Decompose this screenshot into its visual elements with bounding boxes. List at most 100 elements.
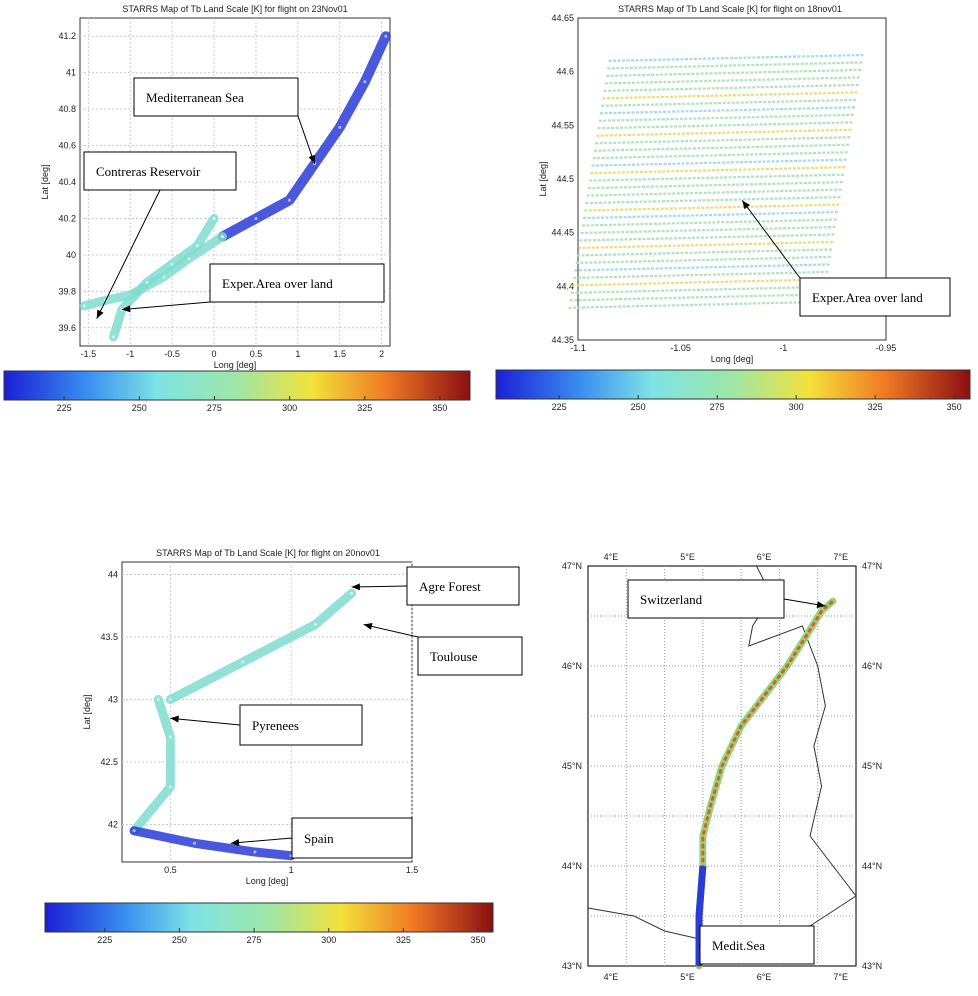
chart-title: STARRS Map of Tb Land Scale [K] for flig…: [618, 4, 842, 14]
x-axis-label: Long [deg]: [246, 876, 289, 886]
track-point: [112, 335, 116, 339]
annotation-label: Toulouse: [430, 649, 478, 664]
map-lat-label-right: 47°N: [862, 561, 882, 571]
y-tick-label: 39.8: [58, 286, 76, 296]
track-point: [363, 80, 367, 84]
y-axis-label: Lat [deg]: [82, 694, 92, 729]
annotation-arrow: [121, 301, 211, 311]
colorbar-tick-label: 250: [172, 935, 187, 945]
annotation-arrow: [363, 624, 419, 638]
x-tick-label: -1: [126, 349, 134, 359]
y-tick-label: 44.45: [551, 228, 574, 238]
x-tick-label: -0.5: [164, 349, 180, 359]
survey-swath: [603, 83, 861, 92]
survey-swath: [608, 53, 865, 63]
annotation-label: Switzerland: [640, 592, 703, 607]
annotation-box: [627, 579, 785, 619]
y-tick-label: 44: [108, 570, 118, 580]
arrow-head-icon: [170, 715, 179, 723]
arrow-head-icon: [308, 154, 316, 164]
survey-swath: [591, 158, 848, 167]
survey-swath: [604, 76, 862, 85]
annotation-arrow: [230, 837, 293, 844]
y-tick-label: 43: [108, 695, 118, 705]
map-lat-label-left: 43°N: [562, 961, 582, 971]
x-tick-label: -1.1: [570, 343, 586, 353]
flight-track-mid: [129, 695, 175, 836]
colorbar-tick-label: 325: [868, 402, 883, 412]
chart-18nov01: STARRS Map of Tb Land Scale [K] for flig…: [495, 4, 971, 412]
y-tick-label: 44.6: [556, 67, 574, 77]
track-point: [156, 698, 160, 701]
map-lon-label-top: 7°E: [833, 552, 848, 562]
survey-swath: [601, 98, 858, 107]
survey-swath: [598, 113, 856, 122]
colorbar-tick-label: 250: [631, 402, 646, 412]
survey-swath: [600, 106, 857, 115]
colorbar: [3, 370, 471, 401]
y-tick-label: 44.55: [551, 120, 574, 130]
annotation-arrow: [170, 717, 241, 726]
annotation-label: Spain: [304, 831, 334, 846]
track-point: [254, 216, 258, 220]
annotation-arrow: [741, 200, 801, 279]
flight-track-mid: [109, 213, 219, 342]
colorbar-tick-label: 225: [97, 935, 112, 945]
annotation-box: [239, 704, 363, 746]
x-tick-label: -1.05: [670, 343, 691, 353]
y-tick-label: 43.5: [100, 632, 118, 642]
survey-swath: [593, 143, 851, 152]
survey-swath: [581, 218, 839, 227]
annotation-box: [209, 263, 385, 303]
survey-swath: [568, 300, 825, 309]
x-tick-label: 1: [295, 349, 300, 359]
annotation-box: [83, 151, 237, 191]
y-tick-label: 40.2: [58, 213, 76, 223]
annotation-label: Mediterranean Sea: [146, 90, 244, 105]
arrow-head-icon: [816, 601, 826, 609]
track-point: [313, 623, 317, 626]
x-tick-label: -0.95: [876, 343, 897, 353]
survey-swath: [586, 188, 844, 197]
track-point: [168, 785, 172, 789]
annotation-box: [699, 925, 815, 965]
arrow-head-icon: [230, 839, 240, 847]
flight-track-cold: [129, 826, 296, 861]
annotation-box: [291, 817, 413, 859]
annotation-box: [799, 277, 951, 317]
track-point: [168, 735, 172, 739]
x-tick-label: 1: [289, 865, 294, 875]
survey-swath: [573, 270, 830, 279]
y-tick-label: 44.65: [551, 13, 574, 23]
x-tick-label: -1: [779, 343, 787, 353]
survey-swath: [575, 255, 833, 265]
survey-swath: [572, 278, 829, 287]
annotation-label: Pyrenees: [252, 718, 299, 733]
arrow-head-icon: [96, 309, 104, 319]
map-lat-label-left: 47°N: [562, 561, 582, 571]
arrow-head-icon: [351, 583, 360, 591]
annotation-arrow: [96, 189, 161, 319]
survey-swath: [580, 225, 838, 235]
map-lat-label-right: 46°N: [862, 661, 882, 671]
map-lon-label-bottom: 6°E: [757, 972, 772, 982]
map-lon-label-top: 5°E: [680, 552, 695, 562]
arrow-head-icon: [363, 622, 373, 630]
y-tick-label: 39.6: [58, 323, 76, 333]
map-lat-label-left: 45°N: [562, 761, 582, 771]
flight-track-mid: [165, 588, 357, 704]
track-point: [195, 244, 199, 248]
y-tick-label: 44.35: [551, 335, 574, 345]
survey-swath: [595, 136, 852, 145]
map-lat-label-right: 45°N: [862, 761, 882, 771]
track-point: [287, 198, 291, 202]
map-lon-label-bottom: 7°E: [833, 972, 848, 982]
arrow-head-icon: [121, 305, 131, 313]
y-tick-label: 40.8: [58, 104, 76, 114]
map-lon-label-bottom: 4°E: [604, 972, 619, 982]
survey-swath: [596, 128, 853, 137]
survey-swath: [592, 151, 850, 160]
survey-swath: [602, 91, 859, 100]
survey-swath: [576, 248, 834, 257]
survey-swath: [590, 166, 847, 175]
